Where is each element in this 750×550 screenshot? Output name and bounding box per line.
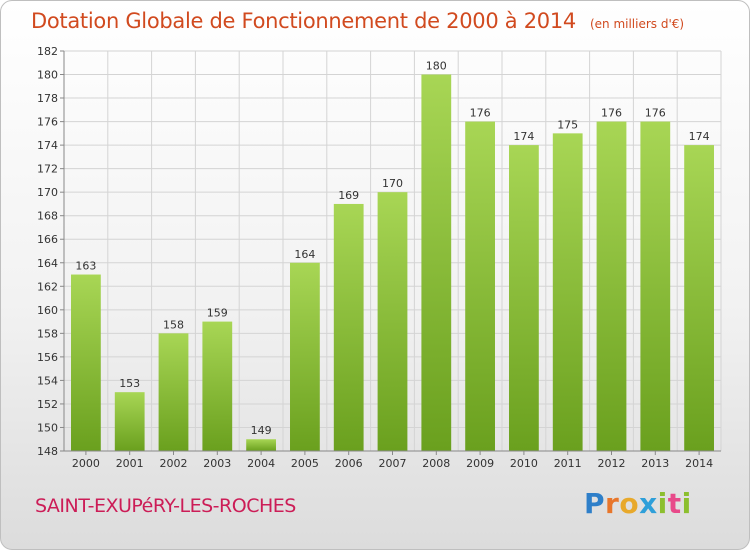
bar [71,274,101,451]
logo-letter: o [619,487,640,520]
x-tick-label: 2001 [116,457,144,470]
x-tick-label: 2012 [598,457,626,470]
data-label: 174 [513,130,534,143]
x-tick-label: 2002 [160,457,188,470]
y-tick-label: 182 [37,45,58,58]
y-tick-label: 178 [37,92,58,105]
proxiti-logo: Proxiti [584,487,692,520]
y-tick-label: 166 [37,233,58,246]
x-tick-label: 2000 [72,457,100,470]
data-label: 149 [251,424,272,437]
bar [509,145,539,451]
x-tick-label: 2009 [466,457,494,470]
y-tick-label: 150 [37,421,58,434]
y-tick-label: 156 [37,351,58,364]
chart-title: Dotation Globale de Fonctionnement de 20… [31,9,684,33]
y-tick-label: 180 [37,69,58,82]
y-tick-label: 174 [37,139,58,152]
data-label: 176 [601,107,622,120]
data-label: 175 [557,118,578,131]
y-tick-label: 158 [37,327,58,340]
x-tick-label: 2011 [554,457,582,470]
bar [377,192,408,452]
data-label: 169 [338,189,359,202]
bar [333,203,364,451]
x-tick-label: 2010 [510,457,538,470]
x-tick-label: 2006 [335,457,363,470]
axes: 148 150 152 154 156 158 160 162 164 166 168 170 172 1… [37,45,721,470]
logo-letter: x [639,487,658,520]
y-tick-label: 168 [37,210,58,223]
data-label: 174 [689,130,710,143]
bar [421,74,452,451]
y-tick-label: 164 [37,257,58,270]
y-tick-label: 172 [37,163,58,176]
logo-letter: i [681,487,692,520]
x-tick-label: 2013 [641,457,669,470]
x-tick-label: 2008 [422,457,450,470]
data-label: 159 [207,307,228,320]
bar [465,121,495,452]
bar [158,333,189,451]
y-tick-label: 154 [37,374,58,387]
bar [246,439,276,451]
x-tick-label: 2003 [203,457,231,470]
bar [202,321,233,451]
bars: 163 153 158 159 149 164 169 170 180 176 174 175 176 1… [71,60,714,452]
x-tick-label: 2004 [247,457,275,470]
chart-title-text: Dotation Globale de Fonctionnement de 20… [31,9,576,33]
y-tick-label: 162 [37,280,58,293]
logo-letter: P [584,487,606,520]
y-tick-label: 160 [37,304,58,317]
data-label: 180 [426,60,447,73]
y-tick-label: 148 [37,445,58,458]
x-tick-label: 2007 [379,457,407,470]
y-tick-label: 176 [37,116,58,129]
y-tick-label: 152 [37,398,58,411]
data-label: 176 [645,107,666,120]
logo-letter: t [667,487,682,520]
data-label: 163 [75,260,96,273]
data-label: 153 [119,377,140,390]
x-tick-label: 2014 [685,457,713,470]
bar [290,262,320,451]
data-label: 164 [294,248,315,261]
x-tick-label: 2005 [291,457,319,470]
y-tick-label: 170 [37,186,58,199]
data-label: 170 [382,177,403,190]
bar [596,121,627,452]
logo-letter: r [605,487,620,520]
bar [114,392,145,451]
chart-unit: (en milliers d'€) [589,17,685,31]
data-label: 176 [470,107,491,120]
logo-letter: i [657,487,668,520]
bar [640,121,671,452]
bar [684,145,714,451]
data-label: 158 [163,318,184,331]
bar [552,133,583,451]
commune-name: SAINT-EXUPéRY-LES-ROCHES [35,495,296,517]
